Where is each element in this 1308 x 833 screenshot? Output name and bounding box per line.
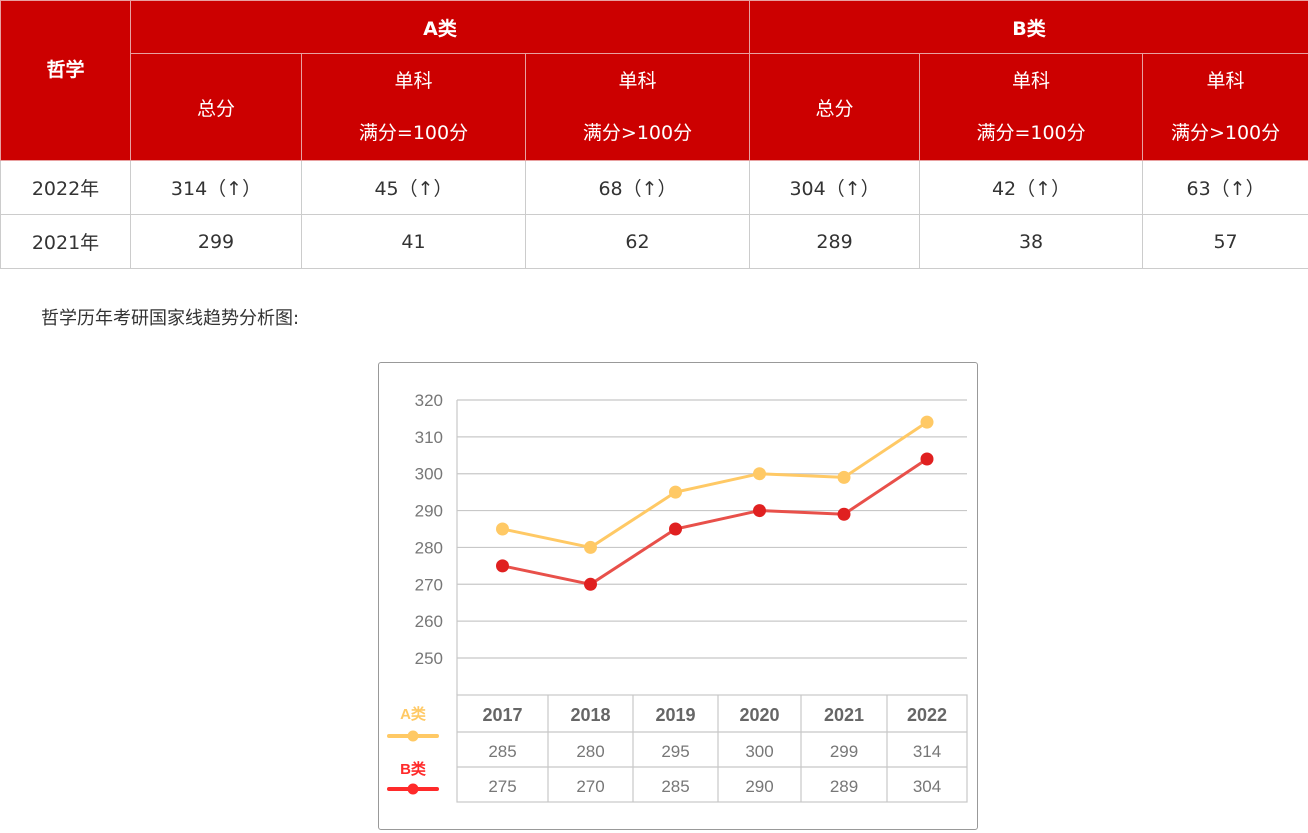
- data-point: [920, 452, 934, 466]
- x-category-label: 2022: [907, 705, 947, 725]
- x-category-label: 2018: [570, 705, 610, 725]
- group-header-b: B类: [749, 0, 1308, 54]
- x-category-label: 2019: [655, 705, 695, 725]
- data-point: [753, 467, 766, 481]
- data-cell-b: 270: [576, 777, 604, 796]
- data-cell-a: 300: [745, 742, 773, 761]
- data-point: [669, 522, 682, 536]
- y-tick-label: 280: [415, 538, 443, 557]
- cell: 63（↑）: [1142, 160, 1308, 215]
- cell: 38: [919, 214, 1144, 269]
- corner-header: 哲学: [0, 0, 131, 161]
- y-tick-label: 290: [415, 502, 443, 521]
- x-category-label: 2017: [482, 705, 522, 725]
- data-cell-a: 295: [661, 742, 689, 761]
- y-tick-label: 310: [415, 428, 443, 447]
- cell: 57: [1142, 214, 1308, 269]
- series-lines: [496, 415, 934, 591]
- data-point: [496, 522, 509, 536]
- y-tick-label: 250: [415, 649, 443, 668]
- score-table: 哲学 A类 B类 总分 单科 满分=100分 单科 满分>100分 总分 单科 满分=…: [0, 0, 1308, 269]
- data-cell-b: 289: [830, 777, 858, 796]
- col-header-b-single-over100: 单科 满分>100分: [1142, 53, 1308, 161]
- series-line-a: [502, 420, 928, 550]
- chart-data-table: 2017 285 275 2018 280 270 2019 295 285 2020 300 290…: [456, 694, 968, 803]
- y-tick-label: 320: [415, 391, 443, 410]
- cell: 45（↑）: [301, 160, 526, 215]
- cell: 304（↑）: [749, 160, 921, 215]
- data-cell-b: 304: [913, 777, 941, 796]
- data-point: [753, 504, 766, 518]
- y-axis-labels: 320 310 300 290 280 270 260 250: [415, 391, 443, 668]
- data-point: [837, 507, 851, 521]
- cell: 62: [524, 214, 751, 269]
- col-header-a-single-100: 单科 满分=100分: [301, 53, 526, 161]
- y-tick-label: 300: [415, 465, 443, 484]
- row-year: 2022年: [0, 160, 131, 215]
- chart-legend: A类 B类: [387, 705, 439, 795]
- data-cell-b: 290: [745, 777, 773, 796]
- data-cell-a: 314: [913, 742, 941, 761]
- cell: 299: [130, 214, 302, 269]
- x-category-label: 2020: [739, 705, 779, 725]
- y-tick-label: 270: [415, 575, 443, 594]
- cell: 42（↑）: [919, 160, 1144, 215]
- cell: 68（↑）: [524, 160, 751, 215]
- data-cell-b: 285: [661, 777, 689, 796]
- chart-caption: 哲学历年考研国家线趋势分析图:: [41, 308, 300, 329]
- trend-chart: 320 310 300 290 280 270 260 250 2017 285 275 2018 2…: [378, 362, 978, 830]
- cell: 289: [749, 214, 921, 269]
- table-row: 2022年 314（↑） 45（↑） 68（↑） 304（↑） 42（↑） 63…: [0, 160, 1308, 215]
- y-tick-label: 260: [415, 612, 443, 631]
- legend-label-b: B类: [400, 760, 427, 778]
- data-cell-b: 275: [488, 777, 516, 796]
- table-row: 2021年 299 41 62 289 38 57: [0, 214, 1308, 269]
- legend-label-a: A类: [400, 705, 427, 723]
- data-point: [496, 559, 509, 573]
- chart-grid: [456, 399, 967, 695]
- data-cell-a: 285: [488, 742, 516, 761]
- col-header-a-total: 总分: [130, 53, 302, 161]
- series-line-b: [502, 457, 928, 586]
- data-point: [669, 485, 682, 499]
- row-year: 2021年: [0, 214, 131, 269]
- cell: 314（↑）: [130, 160, 302, 215]
- data-cell-a: 280: [576, 742, 604, 761]
- data-point: [584, 577, 597, 591]
- data-cell-a: 299: [830, 742, 858, 761]
- group-header-a: A类: [129, 0, 751, 54]
- data-point: [837, 470, 851, 484]
- col-header-b-single-100: 单科 满分=100分: [919, 53, 1144, 161]
- data-point: [584, 540, 597, 554]
- col-header-a-single-over100: 单科 满分>100分: [524, 53, 751, 161]
- data-point: [920, 415, 934, 429]
- cell: 41: [301, 214, 526, 269]
- x-category-label: 2021: [824, 705, 864, 725]
- col-header-b-total: 总分: [749, 53, 921, 161]
